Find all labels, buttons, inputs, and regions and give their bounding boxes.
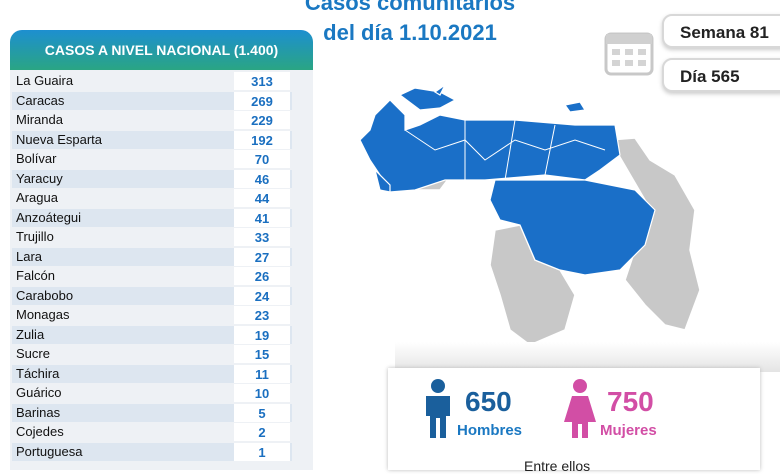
case-count: 5	[234, 403, 290, 422]
women-label: Mujeres	[600, 422, 657, 439]
case-count: 10	[234, 384, 290, 402]
state-name: Sucre	[16, 346, 50, 361]
table-row: Cojedes 2	[12, 423, 292, 441]
state-name: La Guaira	[16, 73, 74, 88]
state-name: Bolívar	[16, 151, 57, 166]
case-count: 15	[234, 345, 290, 363]
case-count: 1	[234, 442, 290, 461]
table-row: Lara 27	[12, 247, 292, 266]
state-name: Miranda	[16, 112, 63, 127]
table-row: Anzoátegui 41	[12, 208, 292, 227]
table-title: CASOS A NIVEL NACIONAL (1.400)	[10, 30, 313, 70]
table-row: Guárico 10	[12, 384, 292, 402]
case-count: 269	[234, 91, 290, 110]
pedestal	[395, 342, 780, 372]
table-row: Monagas 23	[12, 306, 292, 324]
state-name: Zulia	[16, 326, 45, 342]
state-name: Yaracuy	[16, 170, 63, 186]
state-name: Falcón	[16, 268, 56, 283]
table-row: Miranda 229	[12, 111, 292, 129]
case-count: 33	[234, 228, 290, 246]
case-count: 229	[234, 111, 290, 129]
state-name: Carabobo	[16, 287, 74, 303]
note: Entre ellos	[524, 458, 591, 474]
state-name: Aragua	[16, 190, 58, 205]
table-row: Sucre 15	[12, 345, 292, 363]
state-name: Lara	[16, 248, 43, 264]
table-row: Aragua 44	[12, 189, 292, 207]
state-name: Anzoátegui	[16, 209, 82, 225]
men-count: 650	[465, 386, 512, 417]
case-count: 19	[234, 325, 290, 344]
title-line: del día 1.10.2021	[323, 20, 497, 45]
men-label: Hombres	[457, 422, 523, 439]
state-name: Cojedes	[16, 424, 64, 439]
case-count: 2	[234, 423, 290, 441]
case-count: 41	[234, 208, 290, 227]
title-line: Casos comunitarios	[304, 0, 516, 15]
case-count: 70	[234, 150, 290, 168]
table-row: Yaracuy 46	[12, 169, 292, 188]
man-icon	[426, 379, 450, 438]
women-count: 750	[607, 386, 654, 417]
table-row: Táchira 11	[12, 364, 292, 383]
table-row: Nueva Esparta 192	[12, 130, 292, 149]
state-name: Trujillo	[16, 229, 54, 244]
table-row: Zulia 19	[12, 325, 292, 344]
table-row: Bolívar 70	[12, 150, 292, 168]
table-row: Barinas 5	[12, 403, 292, 422]
state-name: Barinas	[16, 404, 61, 420]
case-count: 313	[234, 72, 290, 90]
day-badge: Día 565	[662, 58, 780, 92]
state-name: Caracas	[16, 92, 65, 108]
woman-icon	[564, 379, 596, 438]
case-count: 23	[234, 306, 290, 324]
table-row: Portuguesa 1	[12, 442, 292, 461]
week-badge: Semana 81	[662, 14, 780, 48]
table-row: La Guaira 313	[12, 72, 292, 90]
table-row: Carabobo 24	[12, 286, 292, 305]
state-name: Monagas	[16, 307, 70, 322]
state-name: Nueva Esparta	[16, 131, 102, 147]
state-name: Portuguesa	[16, 443, 83, 459]
table-row: Caracas 269	[12, 91, 292, 110]
case-count: 44	[234, 189, 290, 207]
case-count: 192	[234, 130, 290, 149]
table-row: Falcón 26	[12, 267, 292, 285]
calendar-icon	[604, 32, 654, 76]
table-row: Trujillo 33	[12, 228, 292, 246]
case-count: 11	[234, 364, 290, 383]
state-name: Táchira	[16, 365, 60, 381]
state-name: Guárico	[16, 385, 62, 400]
case-count: 26	[234, 267, 290, 285]
case-count: 46	[234, 169, 290, 188]
case-count: 27	[234, 247, 290, 266]
map	[359, 84, 701, 346]
case-count: 24	[234, 286, 290, 305]
